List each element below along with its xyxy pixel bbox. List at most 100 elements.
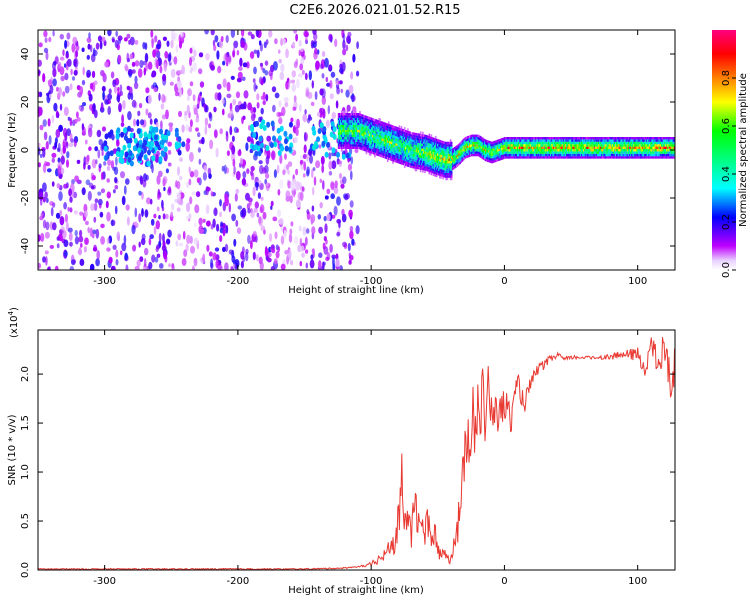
heatmap-ridge-cell: [557, 146, 560, 149]
heatmap-ridge-cell: [348, 127, 351, 130]
heatmap-ridge-cell: [429, 146, 432, 149]
heatmap-ridge-cell: [414, 164, 417, 167]
heatmap-ridge-cell: [531, 151, 534, 154]
heatmap-ridge-cell: [413, 149, 416, 152]
heatmap-cluster-cell: [312, 129, 317, 136]
heatmap-ridge-cell: [553, 141, 555, 145]
heatmap-ridge-cell: [492, 155, 494, 159]
heatmap-ridge-cell: [579, 156, 582, 159]
heatmap-ridge-cell: [403, 146, 406, 149]
heatmap-cell: [260, 225, 266, 232]
heatmap-ridge-cell: [632, 146, 634, 149]
heatmap-ridge-cell: [440, 152, 442, 155]
heatmap-ridge-cell: [384, 156, 387, 159]
heatmap-ridge-cell: [367, 116, 370, 119]
heatmap-ridge-cell: [530, 139, 533, 142]
heatmap-cell: [79, 211, 84, 216]
heatmap-ridge-cell: [451, 165, 454, 168]
heatmap-ridge-cell: [358, 139, 360, 142]
heatmap-ridge-cell: [542, 137, 545, 140]
heatmap-cell: [103, 161, 107, 166]
heatmap-ridge-cell: [495, 154, 498, 157]
heatmap-ridge-cell: [637, 144, 639, 147]
heatmap-ridge-cell: [432, 144, 435, 148]
heatmap-ridge-cell: [363, 115, 365, 118]
heatmap-ridge-cell: [425, 158, 427, 162]
heatmap-ridge-cell: [376, 134, 378, 137]
heatmap-ridge-cell: [461, 147, 464, 150]
heatmap-ridge-cell: [340, 144, 342, 147]
heatmap-cell: [149, 118, 153, 125]
heatmap-ridge-cell: [412, 156, 415, 159]
heatmap-cell: [131, 99, 137, 108]
heatmap-cell: [287, 161, 293, 167]
heatmap-ridge-cell: [376, 148, 378, 151]
heatmap-ridge-cell: [348, 137, 351, 140]
heatmap-cell: [42, 196, 46, 203]
heatmap-cluster-cell: [279, 125, 284, 132]
heatmap-ridge-cell: [403, 151, 406, 154]
heatmap-ridge-cell: [625, 156, 628, 159]
heatmap-ridge-cell: [534, 144, 536, 147]
heatmap-cell: [315, 160, 321, 169]
heatmap-cluster-cell: [143, 139, 148, 146]
heatmap-ridge-cell: [364, 127, 367, 130]
heatmap-cell: [225, 224, 229, 234]
heatmap-ridge-cell: [394, 131, 396, 134]
heatmap-ridge-cell: [441, 164, 443, 167]
heatmap-ridge-cell: [525, 153, 528, 157]
heatmap-ridge-cell: [518, 153, 520, 157]
heatmap-cluster-cell: [128, 150, 133, 157]
heatmap-ridge-cell: [449, 165, 452, 169]
heatmap-ridge-cell: [439, 149, 441, 152]
heatmap-ridge-cell: [616, 156, 618, 159]
heatmap-ridge-cell: [496, 139, 499, 143]
heatmap-ridge-cell: [633, 137, 635, 140]
heatmap-ridge-cell: [426, 166, 428, 169]
heatmap-ridge-cell: [574, 151, 577, 154]
heatmap-cell: [43, 30, 48, 38]
heatmap-ridge-cell: [562, 149, 565, 152]
heatmap-ridge-cell: [627, 156, 630, 159]
heatmap-ridge-cell: [433, 164, 436, 167]
heatmap-cell: [121, 195, 126, 206]
heatmap-ridge-cell: [539, 153, 541, 157]
heatmap-cell: [165, 109, 169, 120]
heatmap-ridge-cell: [612, 156, 615, 159]
heatmap-ridge-cell: [428, 148, 431, 151]
heatmap-cell: [58, 61, 62, 69]
heatmap-ridge-cell: [430, 168, 433, 171]
heatmap-ridge-cell: [394, 150, 396, 153]
heatmap-ridge-cell: [632, 144, 634, 147]
heatmap-ridge-cell: [516, 153, 519, 157]
heatmap-cell: [275, 250, 280, 259]
heatmap-ridge-cell: [544, 153, 547, 157]
heatmap-ridge-cell: [503, 137, 505, 140]
heatmap-ridge-cell: [573, 153, 576, 157]
heatmap-ridge-cell: [418, 152, 421, 156]
heatmap-ridge-cell: [463, 149, 466, 153]
heatmap-cell: [298, 73, 303, 78]
heatmap-ridge-cell: [356, 125, 358, 128]
heatmap-ridge-cell: [649, 146, 651, 149]
heatmap-ridge-cell: [564, 141, 567, 145]
heatmap-ridge-cell: [441, 174, 443, 177]
heatmap-ridge-cell: [432, 140, 435, 143]
heatmap-ridge-cell: [374, 145, 376, 148]
heatmap-ridge-cell: [368, 128, 371, 132]
heatmap-ridge-cell: [415, 137, 418, 141]
heatmap-cell: [136, 119, 140, 127]
heatmap-ridge-cell: [489, 145, 491, 149]
heatmap-ridge-cell: [526, 151, 529, 154]
heatmap-ridge-cell: [351, 125, 354, 128]
heatmap-ridge-cell: [546, 149, 549, 152]
heatmap-ridge-cell: [652, 153, 654, 157]
heatmap-cell: [95, 258, 100, 267]
heatmap-cell: [127, 92, 132, 100]
heatmap-ridge-cell: [523, 141, 525, 145]
heatmap-ridge-cell: [657, 144, 660, 147]
heatmap-ridge-cell: [400, 145, 403, 148]
heatmap-ridge-cell: [380, 140, 383, 143]
heatmap-ridge-cell: [416, 157, 419, 160]
heatmap-cell: [240, 209, 244, 218]
